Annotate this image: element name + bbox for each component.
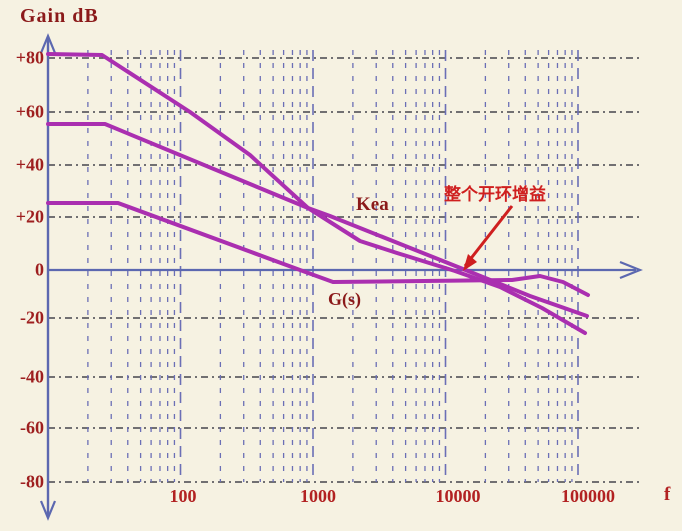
y-tick-label-+20: +20 xyxy=(15,206,44,227)
x-tick-label-1000: 1000 xyxy=(300,486,336,506)
y-axis-up-arrow xyxy=(39,33,57,54)
y-tick-label--20: -20 xyxy=(20,307,44,328)
y-tick-label--80: -80 xyxy=(20,471,44,492)
y-tick-label--60: -60 xyxy=(20,417,44,438)
x-tick-label-10000: 10000 xyxy=(435,486,481,506)
annotation-arrow-line xyxy=(463,205,514,267)
curve-label-kea: Kea xyxy=(356,194,389,215)
x-tick-label-100: 100 xyxy=(169,486,197,506)
annotation-open-loop-gain: 整个开环增益 xyxy=(444,185,546,205)
y-axis-down-arrow xyxy=(39,500,57,521)
curve-gs xyxy=(46,201,590,297)
annotation-arrow-head xyxy=(463,254,477,271)
y-tick-label--40: -40 xyxy=(20,366,44,387)
y-tick-label-0: 0 xyxy=(35,259,44,280)
x-axis-right-arrow xyxy=(619,260,643,280)
curve-label-gs: G(s) xyxy=(328,289,361,309)
x-tick-label-100000: 100000 xyxy=(561,486,615,506)
y-axis-title: Gain dB xyxy=(20,5,99,27)
y-tick-label-+80: +80 xyxy=(15,47,44,68)
y-tick-label-+40: +40 xyxy=(15,154,44,175)
y-tick-label-+60: +60 xyxy=(15,101,44,122)
curve-kea xyxy=(46,122,589,318)
curve-total-open-loop-gain xyxy=(46,52,587,335)
x-axis-title: f xyxy=(664,484,671,505)
